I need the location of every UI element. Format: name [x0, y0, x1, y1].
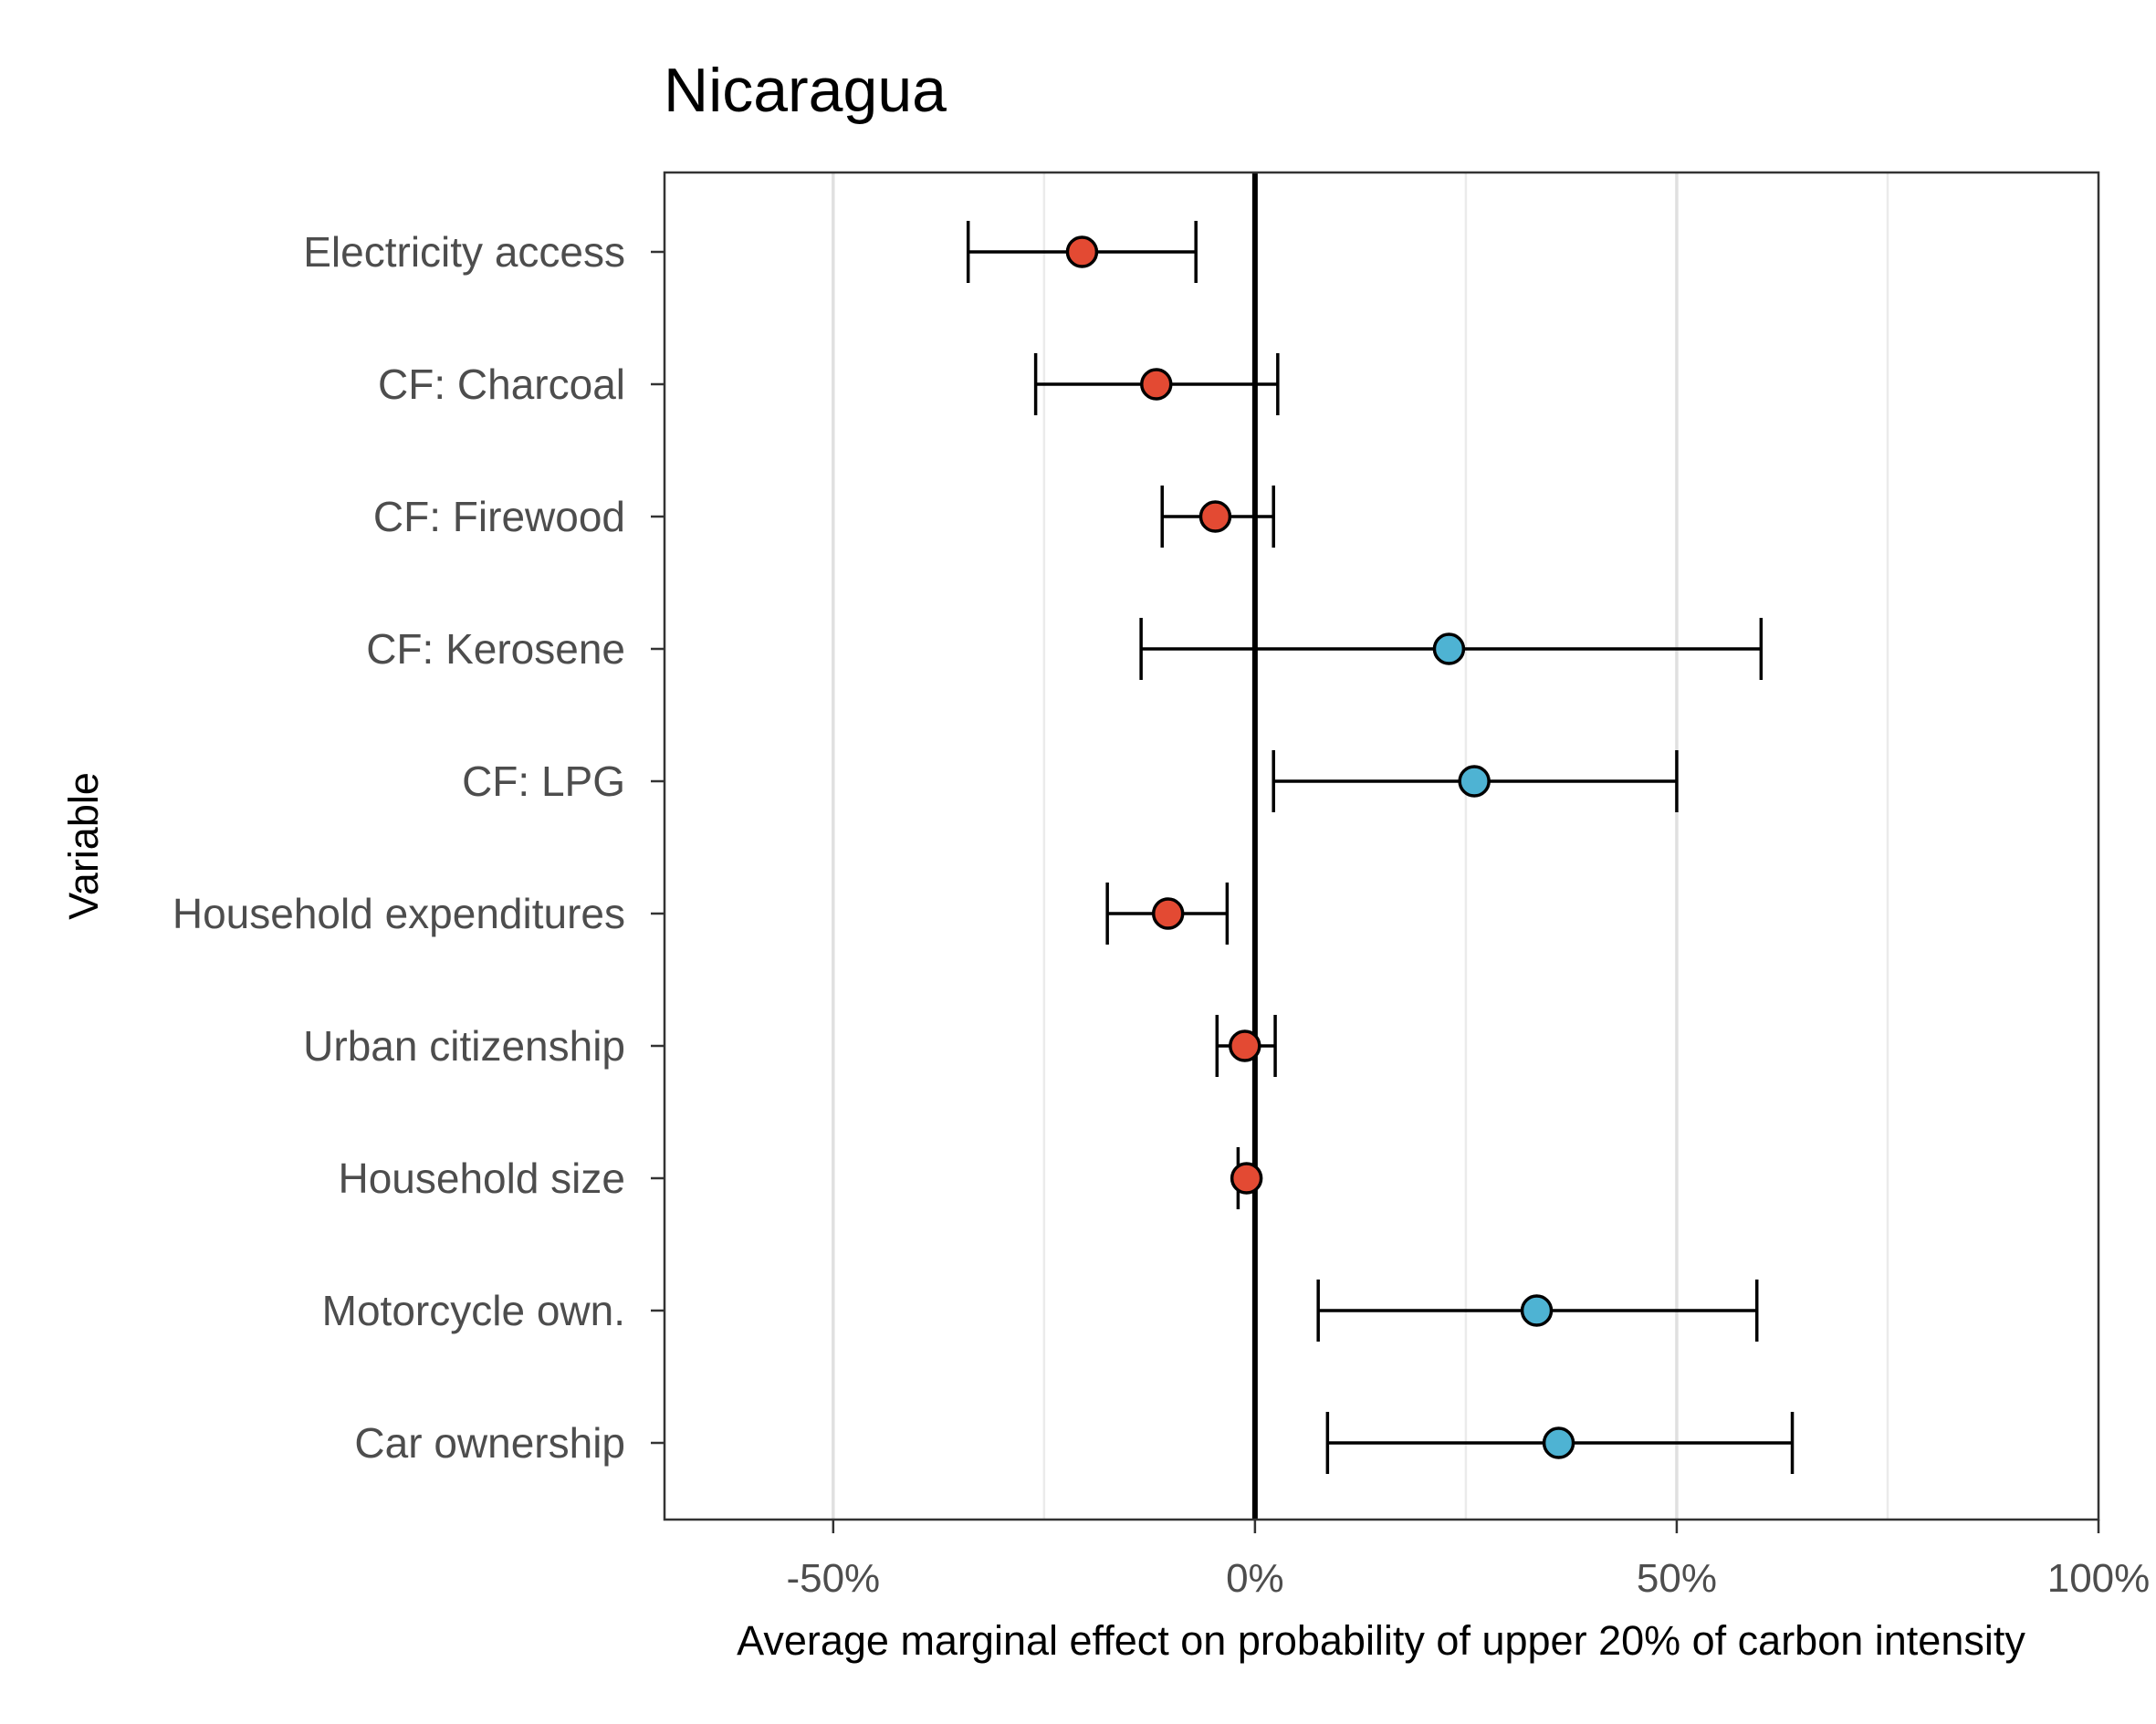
y-tick-label: CF: LPG	[462, 758, 625, 805]
data-point	[1065, 235, 1099, 268]
y-tick-label: Household expenditures	[173, 890, 625, 937]
x-axis-title: Average marginal effect on probability o…	[737, 1617, 2025, 1664]
x-tick-label: 50%	[1637, 1556, 1717, 1601]
y-tick-label: Urban citizenship	[303, 1022, 625, 1070]
y-axis-ticks	[651, 250, 665, 1445]
y-tick-label: Car ownership	[354, 1419, 625, 1467]
y-tick-label: Electricity access	[303, 228, 625, 276]
x-tick-label: 0%	[1226, 1556, 1284, 1601]
grid-lines	[832, 172, 1889, 1520]
data-point	[1140, 368, 1173, 401]
y-tick-label: Household size	[338, 1155, 625, 1202]
x-axis-ticks	[832, 1520, 2100, 1533]
data-point	[1432, 632, 1466, 665]
data-point	[1542, 1426, 1575, 1459]
chart-title: Nicaragua	[664, 56, 947, 125]
y-tick-label: CF: Charcoal	[378, 360, 625, 408]
error-bars	[966, 221, 1795, 1474]
data-point	[1458, 765, 1491, 798]
y-tick-label: CF: Kerosene	[366, 625, 625, 673]
data-point	[1230, 1162, 1263, 1195]
x-tick-label: -50%	[786, 1556, 880, 1601]
plot-panel-border	[663, 171, 2100, 1521]
y-axis-title: Variable	[60, 772, 107, 920]
x-tick-label: 100%	[2047, 1556, 2151, 1601]
y-axis-tick-labels: Electricity access CF: Charcoal CF: Firewo…	[173, 228, 625, 1467]
y-tick-label: Motorcycle own.	[322, 1287, 625, 1334]
y-tick-label: CF: Firewood	[373, 493, 625, 540]
data-point	[1229, 1029, 1261, 1062]
x-axis-tick-labels: -50% 0% 50% 100%	[786, 1556, 2150, 1601]
data-point	[1520, 1294, 1554, 1327]
data-point	[1198, 500, 1232, 533]
data-point	[1151, 897, 1185, 930]
data-points	[1065, 235, 1575, 1459]
